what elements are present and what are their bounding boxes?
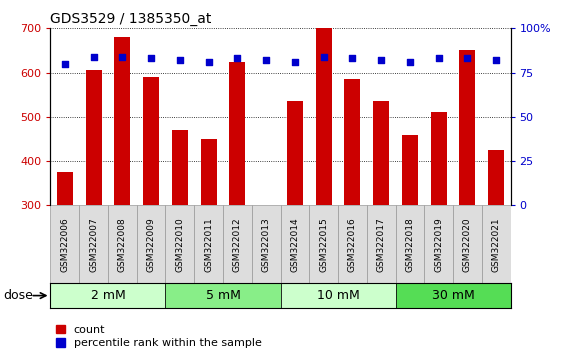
Text: GSM322014: GSM322014 bbox=[291, 217, 300, 272]
Bar bbox=[223, 205, 252, 283]
Text: GSM322006: GSM322006 bbox=[61, 217, 70, 272]
Text: GSM322009: GSM322009 bbox=[146, 217, 155, 272]
Text: GSM322011: GSM322011 bbox=[204, 217, 213, 272]
Bar bbox=[194, 205, 223, 283]
Text: 10 mM: 10 mM bbox=[316, 289, 360, 302]
Bar bbox=[280, 205, 309, 283]
Bar bbox=[165, 205, 194, 283]
Text: GSM322020: GSM322020 bbox=[463, 217, 472, 272]
Text: GSM322012: GSM322012 bbox=[233, 217, 242, 272]
Bar bbox=[367, 205, 396, 283]
Point bbox=[406, 59, 415, 65]
Point bbox=[176, 57, 185, 63]
Text: GSM322021: GSM322021 bbox=[491, 217, 500, 272]
Text: GDS3529 / 1385350_at: GDS3529 / 1385350_at bbox=[50, 12, 212, 26]
Bar bbox=[137, 205, 165, 283]
Text: GSM322008: GSM322008 bbox=[118, 217, 127, 272]
Text: GSM322010: GSM322010 bbox=[176, 217, 185, 272]
Text: 5 mM: 5 mM bbox=[205, 289, 241, 302]
Bar bbox=[396, 283, 511, 308]
Bar bbox=[114, 37, 130, 205]
Bar bbox=[453, 205, 482, 283]
Bar bbox=[338, 205, 367, 283]
Point bbox=[376, 57, 385, 63]
Bar bbox=[488, 150, 504, 205]
Bar bbox=[201, 139, 217, 205]
Text: GSM322016: GSM322016 bbox=[348, 217, 357, 272]
Point bbox=[434, 56, 443, 61]
Point bbox=[348, 56, 357, 61]
Point bbox=[118, 54, 127, 59]
Bar bbox=[165, 283, 280, 308]
Bar bbox=[344, 79, 360, 205]
Bar bbox=[79, 205, 108, 283]
Bar bbox=[402, 135, 418, 205]
Bar bbox=[143, 77, 159, 205]
Point bbox=[61, 61, 70, 67]
Bar bbox=[57, 172, 73, 205]
Point bbox=[491, 57, 500, 63]
Bar bbox=[50, 283, 165, 308]
Text: GSM322018: GSM322018 bbox=[406, 217, 415, 272]
Text: GSM322017: GSM322017 bbox=[376, 217, 385, 272]
Text: 30 mM: 30 mM bbox=[431, 289, 475, 302]
Text: GSM322007: GSM322007 bbox=[89, 217, 98, 272]
Text: 2 mM: 2 mM bbox=[91, 289, 125, 302]
Bar bbox=[172, 130, 188, 205]
Bar bbox=[229, 62, 245, 205]
Bar bbox=[424, 205, 453, 283]
Point bbox=[319, 54, 328, 59]
Bar bbox=[316, 28, 332, 205]
Point bbox=[89, 54, 98, 59]
Legend: count, percentile rank within the sample: count, percentile rank within the sample bbox=[56, 325, 261, 348]
Bar bbox=[108, 205, 137, 283]
Bar bbox=[280, 283, 396, 308]
Bar bbox=[287, 101, 303, 205]
Bar bbox=[431, 113, 447, 205]
Bar bbox=[309, 205, 338, 283]
Point bbox=[233, 56, 242, 61]
Bar bbox=[86, 70, 102, 205]
Text: GSM322019: GSM322019 bbox=[434, 217, 443, 272]
Text: GSM322015: GSM322015 bbox=[319, 217, 328, 272]
Point bbox=[291, 59, 300, 65]
Point bbox=[204, 59, 213, 65]
Bar bbox=[50, 205, 79, 283]
Bar bbox=[459, 50, 475, 205]
Point bbox=[463, 56, 472, 61]
Point bbox=[261, 57, 270, 63]
Bar bbox=[396, 205, 424, 283]
Bar bbox=[373, 101, 389, 205]
Text: dose: dose bbox=[3, 289, 33, 302]
Bar bbox=[252, 205, 280, 283]
Bar bbox=[482, 205, 511, 283]
Point bbox=[146, 56, 155, 61]
Text: GSM322013: GSM322013 bbox=[261, 217, 270, 272]
